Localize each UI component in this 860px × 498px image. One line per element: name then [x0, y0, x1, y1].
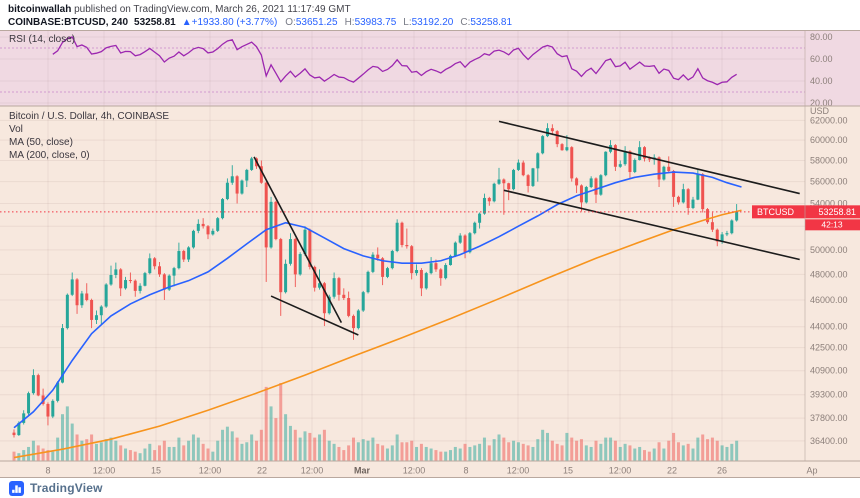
tradingview-logo-icon[interactable] [9, 480, 24, 496]
svg-text:15: 15 [151, 466, 161, 476]
last-price: 53258.81 [134, 17, 176, 28]
svg-text:Mar: Mar [354, 466, 371, 476]
up-arrow-icon: ▲ [181, 17, 192, 28]
svg-text:22: 22 [667, 466, 677, 476]
svg-text:42500.00: 42500.00 [810, 343, 848, 353]
svg-text:8: 8 [463, 466, 468, 476]
open-value: O:53651.25 [285, 17, 338, 28]
svg-text:USD: USD [810, 106, 830, 116]
svg-text:15: 15 [563, 466, 573, 476]
svg-text:48000.00: 48000.00 [810, 269, 848, 279]
symbol-title: COINBASE:BTCUSD, 240 [8, 17, 129, 28]
rsi-line [52, 36, 737, 86]
svg-text:Ap: Ap [806, 466, 817, 476]
symbol-line: COINBASE:BTCUSD, 240 53258.81 ▲+1933.80 (+… [8, 16, 860, 29]
svg-text:53258.81: 53258.81 [818, 207, 856, 217]
svg-text:46000.00: 46000.00 [810, 295, 848, 305]
svg-text:56000.00: 56000.00 [810, 177, 848, 187]
svg-text:39300.00: 39300.00 [810, 390, 848, 400]
high-value: H:53983.75 [344, 17, 397, 28]
svg-text:80.00: 80.00 [810, 32, 833, 42]
price-change: ▲+1933.80 (+3.77%) [182, 17, 278, 28]
svg-text:60.00: 60.00 [810, 54, 833, 64]
volume-bars [12, 383, 739, 461]
change-value: +1933.80 (+3.77%) [191, 17, 278, 28]
author-name: bitcoinwallah [8, 4, 72, 15]
svg-text:40.00: 40.00 [810, 76, 833, 86]
ma50-line [13, 171, 742, 429]
vertical-gridlines [47, 30, 723, 461]
svg-text:60000.00: 60000.00 [810, 135, 848, 145]
publish-line: bitcoinwallah published on TradingView.c… [8, 4, 860, 16]
ma200-line [13, 209, 742, 459]
countdown-tag: 42:13 [805, 219, 860, 231]
tradingview-wordmark[interactable]: TradingView [30, 481, 103, 495]
svg-text:36400.00: 36400.00 [810, 436, 848, 446]
published-text: published on TradingView.com, March 26, … [71, 4, 351, 15]
svg-text:40900.00: 40900.00 [810, 366, 848, 376]
svg-text:58000.00: 58000.00 [810, 156, 848, 166]
svg-text:20.00: 20.00 [810, 98, 833, 108]
svg-text:12:00: 12:00 [199, 466, 222, 476]
horizontal-gridlines [0, 36, 805, 442]
svg-text:54000.00: 54000.00 [810, 199, 848, 209]
low-value: L:53192.20 [403, 17, 454, 28]
main-pane-bg [0, 106, 860, 478]
svg-text:8: 8 [45, 466, 50, 476]
svg-text:22: 22 [257, 466, 267, 476]
svg-text:BTCUSD: BTCUSD [757, 207, 795, 217]
svg-text:26: 26 [717, 466, 727, 476]
trendlines[interactable] [253, 120, 800, 336]
svg-text:12:00: 12:00 [609, 466, 632, 476]
rsi-pane-bg [0, 30, 860, 106]
candles [12, 123, 739, 438]
header: bitcoinwallah published on TradingView.c… [0, 0, 860, 30]
svg-text:12:00: 12:00 [93, 466, 116, 476]
svg-text:42:13: 42:13 [821, 220, 843, 230]
svg-text:50000.00: 50000.00 [810, 245, 848, 255]
svg-text:37800.00: 37800.00 [810, 413, 848, 423]
svg-text:12:00: 12:00 [301, 466, 324, 476]
footer: TradingView [0, 478, 860, 498]
time-axis-labels: 8 12:00 15 12:00 22 12:00 Mar 12:00 8 12:00 15 12:0… [45, 466, 817, 476]
close-value: C:53258.81 [460, 17, 513, 28]
svg-text:62000.00: 62000.00 [810, 115, 848, 125]
svg-text:12:00: 12:00 [507, 466, 530, 476]
svg-text:12:00: 12:00 [403, 466, 426, 476]
price-tag: BTCUSD 53258.81 [752, 205, 860, 219]
svg-text:44000.00: 44000.00 [810, 322, 848, 332]
